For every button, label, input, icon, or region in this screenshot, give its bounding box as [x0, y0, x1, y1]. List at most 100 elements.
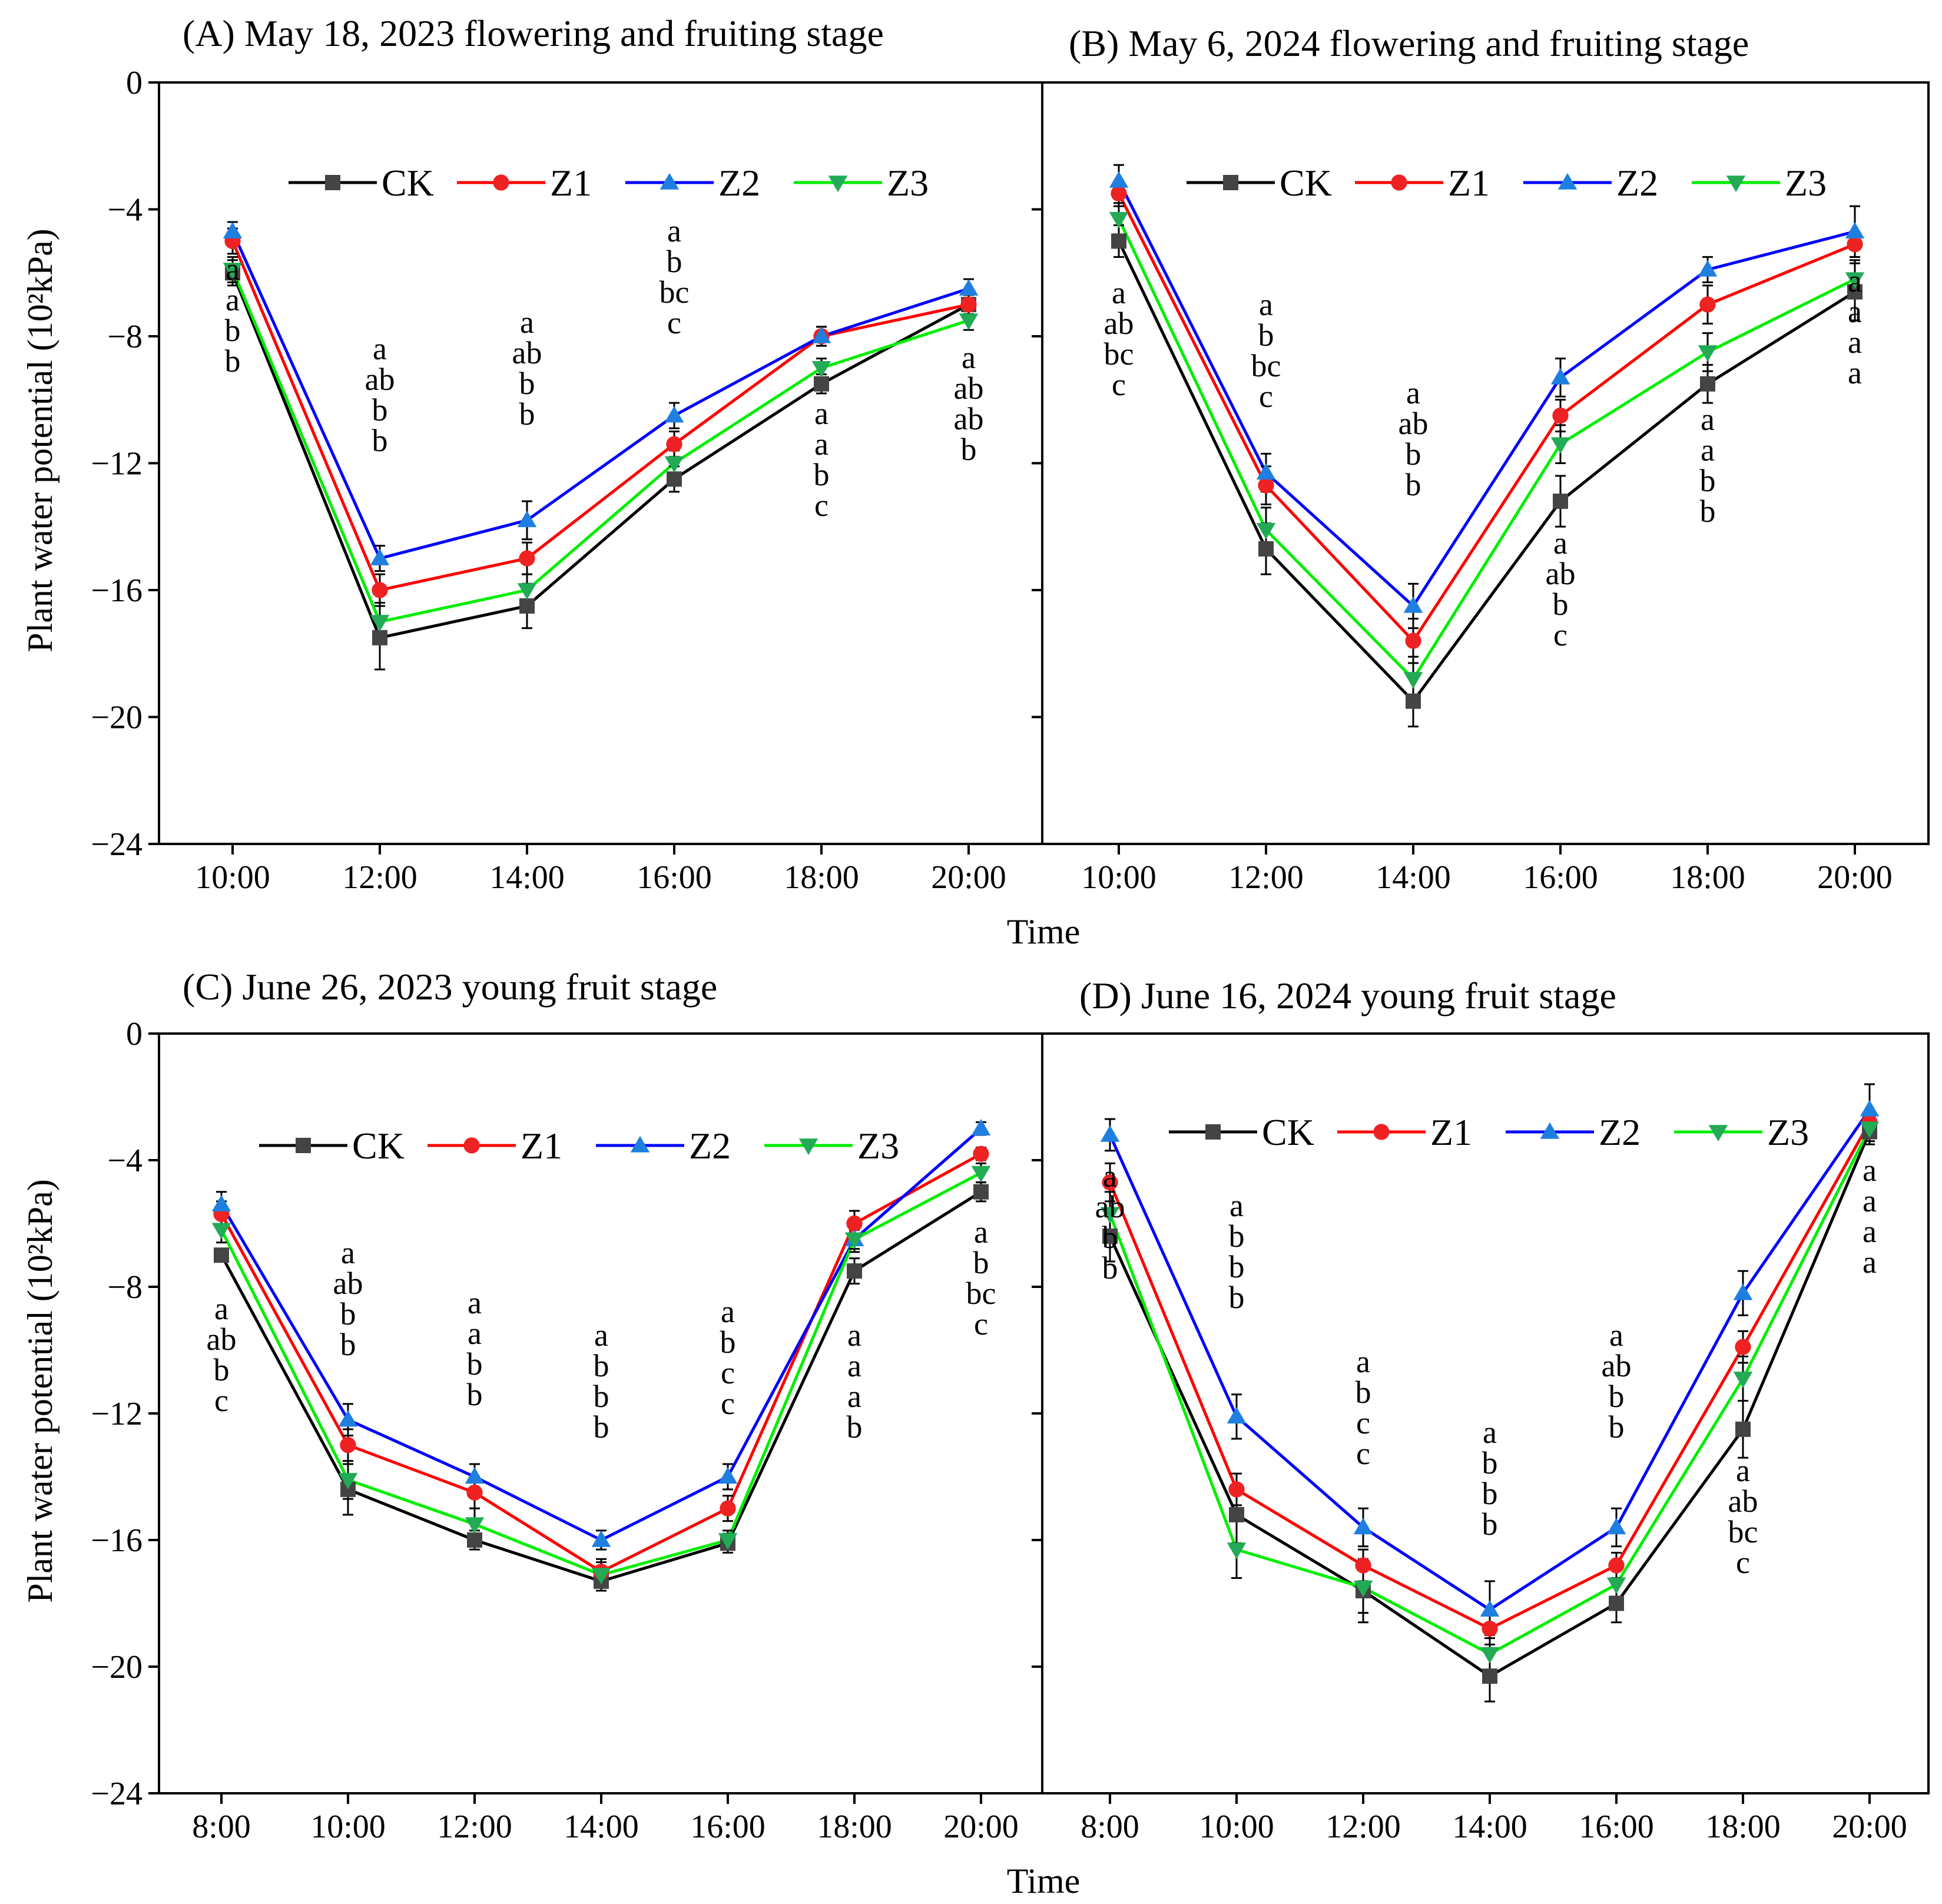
legend-label-z1: Z1 — [1430, 1111, 1472, 1153]
panel-d: (D) June 16, 2024 young fruit stage 8:00 1… — [1032, 975, 1930, 1845]
data-point-z2 — [517, 511, 537, 528]
legend-marker-z3 — [798, 1138, 818, 1155]
significance-letter: c — [667, 305, 681, 340]
x-tick-label: 20:00 — [1832, 1809, 1907, 1845]
x-tick-label: 12:00 — [1228, 859, 1304, 896]
x-tick-label: 12:00 — [342, 859, 417, 896]
data-point-z1 — [466, 1484, 483, 1501]
data-point-z2 — [1353, 1518, 1373, 1535]
legend-marker-z1 — [463, 1137, 480, 1154]
panel-title: (C) June 26, 2023 young fruit stage — [183, 966, 717, 1008]
legend-label-z3: Z3 — [1785, 162, 1827, 204]
significance-letter: b — [1102, 1220, 1118, 1255]
significance-letter: b — [1482, 1476, 1498, 1511]
data-point-z3 — [1109, 211, 1129, 229]
significance-letter: a — [847, 1317, 861, 1353]
y-tick-label: −24 — [91, 826, 142, 863]
y-tick-label: 0 — [126, 1016, 142, 1052]
legend-label-z1: Z1 — [521, 1125, 562, 1167]
data-point-z1 — [720, 1500, 736, 1516]
data-point-z2 — [1100, 1125, 1120, 1142]
data-point-z1 — [1102, 1174, 1118, 1191]
data-point-z1 — [1699, 296, 1716, 313]
significance-letter: b — [372, 423, 388, 458]
data-point-z3 — [844, 1232, 864, 1249]
data-point-z2 — [211, 1195, 231, 1211]
data-point-ck — [847, 1263, 862, 1279]
significance-letter: a — [520, 304, 534, 340]
legend-marker-z2 — [1557, 173, 1578, 190]
data-point-z2 — [465, 1467, 485, 1484]
significance-letter: b — [667, 244, 682, 279]
significance-letter: a — [214, 1291, 228, 1326]
data-point-ck — [1406, 693, 1421, 709]
significance-letter: bc — [1251, 348, 1281, 383]
data-point-z1 — [1847, 236, 1863, 253]
data-point-z2 — [1256, 463, 1276, 480]
significance-letter: a — [1701, 402, 1715, 437]
significance-letter: a — [1736, 1453, 1750, 1488]
data-point-z2 — [370, 548, 390, 565]
data-point-ck — [1258, 541, 1274, 557]
significance-letter: ab — [954, 370, 984, 406]
legend-label-z2: Z2 — [1599, 1111, 1641, 1153]
panel-a: (A) May 18, 2023 flowering and fruiting … — [91, 12, 1043, 896]
significance-letter: c — [1356, 1405, 1370, 1441]
significance-letter: c — [1112, 367, 1126, 402]
significance-letter: a — [1848, 355, 1862, 390]
legend-marker-z3 — [1708, 1125, 1728, 1142]
data-point-z1 — [1258, 477, 1274, 494]
legend-marker-ck — [296, 1138, 311, 1153]
significance-letter: b — [1482, 1506, 1498, 1542]
significance-letter: a — [667, 213, 681, 249]
x-axis-label-top: Time — [1007, 912, 1081, 951]
significance-letter: bc — [966, 1276, 996, 1311]
data-point-z3 — [664, 456, 684, 473]
data-point-z3 — [1480, 1647, 1500, 1664]
legend-marker-ck — [1223, 175, 1238, 190]
significance-letter: b — [1700, 463, 1716, 498]
significance-letter: b — [1258, 317, 1274, 353]
y-tick-label: −20 — [91, 1649, 142, 1686]
series-line-z1 — [231, 240, 969, 592]
legend-marker-ck — [325, 175, 340, 190]
y-axis-label-top: Plant water potential (10²kPa) — [21, 229, 59, 652]
significance-letter: a — [1230, 1188, 1244, 1223]
legend-marker-z2 — [630, 1135, 650, 1153]
data-point-z2 — [1733, 1283, 1753, 1300]
data-point-z2 — [971, 1119, 991, 1135]
legend-marker-z3 — [1726, 176, 1746, 193]
data-point-z2 — [1698, 260, 1718, 277]
significance-letter: b — [214, 1352, 230, 1388]
data-point-z1 — [1111, 185, 1127, 202]
x-tick-label: 12:00 — [1325, 1809, 1401, 1845]
significance-letter: b — [594, 1379, 609, 1414]
series-line-z2 — [231, 231, 969, 561]
significance-letter: a — [847, 1379, 861, 1414]
x-tick-label: 14:00 — [1452, 1809, 1527, 1845]
significance-letter: b — [973, 1245, 989, 1280]
significance-letter: b — [720, 1324, 736, 1360]
data-point-z1 — [1552, 408, 1569, 424]
significance-letter: c — [721, 1386, 735, 1421]
significance-letter: a — [226, 282, 240, 317]
significance-letter: a — [468, 1316, 482, 1351]
data-point-ck — [519, 598, 535, 614]
legend-label-z2: Z2 — [1616, 162, 1658, 204]
significance-letter: b — [225, 313, 241, 348]
data-point-z3 — [1845, 272, 1865, 289]
data-point-z2 — [1860, 1100, 1880, 1117]
legend-marker-z1 — [493, 174, 509, 191]
data-point-z3 — [811, 361, 831, 378]
significance-letter: ab — [954, 401, 984, 436]
data-point-z3 — [370, 615, 390, 632]
series-line-z2 — [1117, 180, 1855, 608]
significance-letter: b — [340, 1327, 356, 1362]
panel-b: (B) May 6, 2024 flowering and fruiting s… — [1032, 22, 1930, 896]
significance-letter: a — [1863, 1153, 1877, 1188]
data-point-ck — [1609, 1595, 1624, 1611]
data-point-ck — [1111, 233, 1126, 249]
y-axis-label-bottom: Plant water potential (10²kPa) — [21, 1179, 59, 1602]
significance-letter: ab — [512, 335, 542, 370]
significance-letter: a — [1609, 1317, 1623, 1353]
